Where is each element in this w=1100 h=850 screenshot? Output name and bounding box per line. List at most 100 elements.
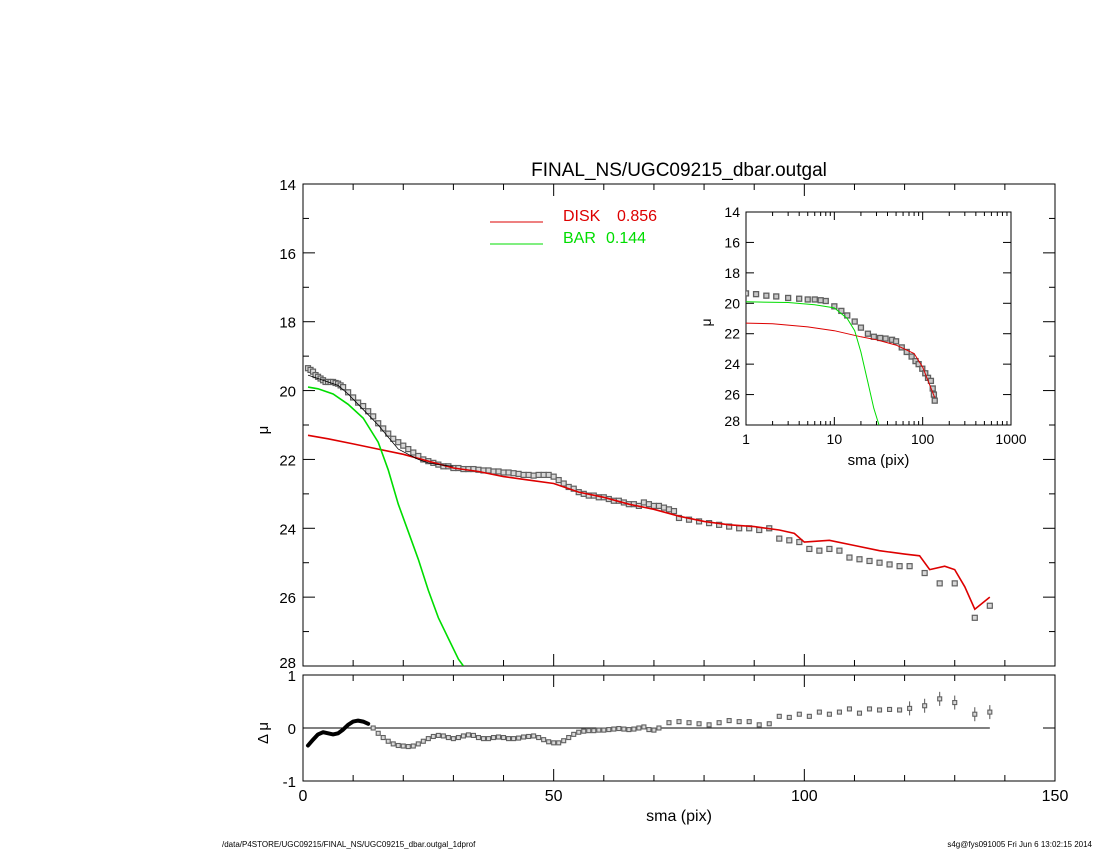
residual-data-point [420, 738, 426, 744]
residual-data-point [676, 719, 682, 725]
residual-data-point [375, 730, 381, 736]
main-data-point [390, 435, 397, 442]
main-data-point [886, 561, 893, 568]
main-data-point [525, 471, 532, 479]
main-data-point [550, 473, 557, 480]
residual-data-point [475, 734, 482, 741]
legend-label-bar: BAR [563, 230, 596, 247]
residual-data-point [576, 729, 582, 735]
main-data-layer [304, 365, 993, 666]
inset-data-point [851, 318, 858, 325]
residual-data-point [561, 738, 567, 744]
main-data-point [660, 504, 668, 511]
residual-data-point [987, 709, 993, 715]
main-y-tick-label: 26 [279, 590, 296, 607]
residual-data-point [846, 706, 853, 712]
inset-x-tick-label: 10 [827, 431, 843, 447]
residual-data-point [531, 733, 537, 739]
main-series-line-bar [307, 386, 465, 666]
main-data-point [395, 439, 402, 446]
residual-data-point [621, 726, 627, 732]
residual-data-point [370, 725, 376, 731]
main-data-point [370, 413, 377, 420]
main-data-point [670, 507, 678, 515]
residual-data-point [541, 737, 547, 743]
residual-data-point [907, 705, 913, 711]
main-data-point [685, 516, 693, 523]
residual-data-point [887, 706, 893, 713]
residual-data-point [651, 727, 657, 733]
residual-data-point [766, 721, 772, 727]
residual-data-point [430, 733, 436, 740]
residual-data-point [440, 733, 446, 739]
main-data-point [640, 499, 648, 506]
main-data-point [540, 471, 547, 479]
inset-y-tick-label: 14 [724, 204, 740, 220]
legend-value-bar: 0.144 [606, 230, 646, 247]
residual-data-point [415, 741, 421, 747]
residual-data-point [410, 743, 416, 749]
inset-data-point [752, 291, 760, 298]
residual-x-tick-label: 100 [791, 788, 818, 805]
residual-y-tick-label: -1 [283, 774, 296, 791]
residual-data-point [656, 725, 662, 731]
residual-data-point [425, 736, 431, 742]
residual-data-point [796, 711, 802, 717]
main-data-point [535, 471, 542, 479]
inset-log-plot: 14 16 18 20 22 24 26 281 10 100 1000 sma (pix) μ [698, 204, 1027, 469]
residual-data-point [596, 727, 602, 733]
residual-data-point [696, 721, 702, 727]
residual-data-point [556, 740, 562, 746]
residual-data-point [390, 741, 396, 747]
main-series-line-disk [307, 434, 991, 611]
main-y-tick-label: 14 [279, 177, 296, 194]
residual-data-point [786, 714, 792, 720]
inset-data-point [746, 290, 750, 297]
residual-data-point [450, 736, 456, 742]
inset-data-point [903, 348, 910, 356]
inset-data-point [811, 296, 818, 303]
main-y-axis-label: μ [255, 426, 272, 435]
main-data-point [876, 559, 883, 566]
main-data-point [655, 502, 663, 510]
residual-data-point [521, 734, 527, 740]
residual-data-point [816, 709, 822, 715]
residual-data-point [460, 733, 466, 739]
inset-data-point [892, 338, 900, 345]
residual-data-point [601, 727, 607, 733]
inset-data-point [931, 397, 938, 404]
residual-data-point [686, 720, 692, 726]
inset-data-point [908, 353, 915, 360]
residual-data-point [505, 736, 512, 742]
main-data-point [856, 556, 863, 563]
main-data-point [846, 554, 853, 561]
main-data-point [360, 402, 367, 410]
residual-data-point [480, 736, 487, 742]
inset-x-tick-label: 1000 [995, 431, 1026, 447]
residual-data-point [806, 713, 812, 719]
main-data-point [936, 580, 943, 587]
inset-y-tick-label: 18 [724, 265, 740, 281]
inset-data-point [929, 385, 936, 392]
residual-data-point [445, 734, 451, 741]
residual-data-point [581, 728, 587, 734]
main-y-tick-label: 20 [279, 384, 296, 401]
main-data-point [520, 471, 527, 479]
residual-data-point [500, 734, 507, 741]
main-data-point [405, 446, 412, 453]
residual-data-point [937, 696, 943, 702]
main-data-point [971, 614, 978, 621]
residual-data-point [470, 732, 477, 738]
inset-y-tick-label: 22 [724, 326, 740, 342]
main-data-point [375, 420, 382, 427]
residual-data-point [897, 707, 903, 713]
inset-y-tick-label: 20 [724, 295, 740, 311]
main-data-point [786, 537, 793, 544]
residual-data-point [646, 727, 652, 733]
main-profile-plot: FINAL_NS/UGC09215_dbar.outgal μ 14 16 18 20 22… [255, 160, 1056, 672]
residual-data-point [611, 726, 617, 732]
main-data-point [776, 535, 783, 542]
inset-data-point [784, 294, 792, 302]
residual-data-point [756, 722, 762, 728]
